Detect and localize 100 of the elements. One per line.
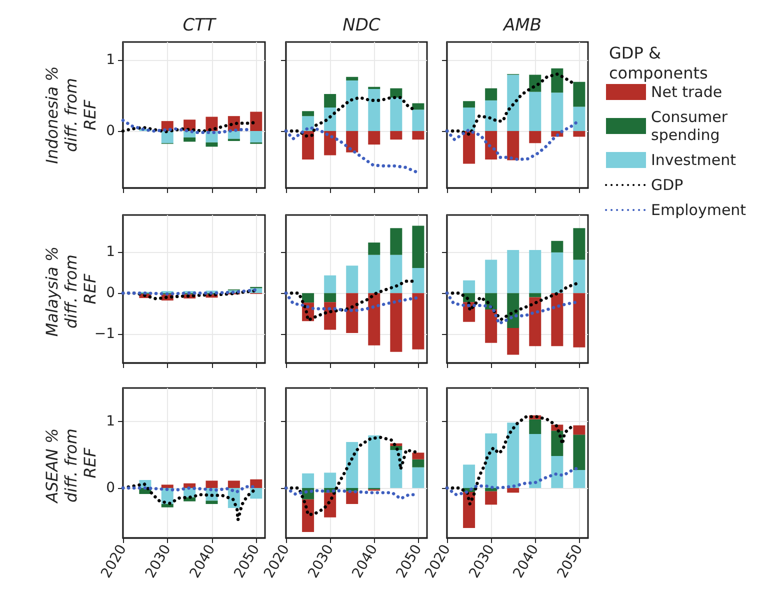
bar: [529, 250, 542, 294]
bar: [250, 479, 262, 488]
bar: [485, 100, 498, 132]
y-tick-label: 1: [106, 244, 115, 260]
bar: [184, 137, 196, 142]
bar: [485, 260, 498, 294]
bar: [368, 86, 380, 90]
bar: [206, 500, 218, 504]
bar: [507, 250, 520, 294]
bar: [507, 131, 520, 160]
bar: [412, 459, 424, 468]
bar: [302, 111, 314, 116]
bar: [390, 450, 402, 488]
bar: [206, 480, 218, 488]
bar: [551, 92, 564, 132]
bar: [346, 442, 358, 488]
bar: [250, 131, 262, 142]
bar: [324, 108, 336, 132]
legend-title: GDP & components: [609, 44, 708, 82]
bar: [573, 131, 586, 137]
bar: [412, 452, 424, 460]
y-tick-label: 0: [106, 285, 115, 302]
bar: [206, 142, 218, 147]
bar: [368, 254, 380, 294]
bar: [368, 131, 380, 145]
bar: [507, 74, 520, 132]
bar: [507, 422, 520, 488]
bar: [161, 484, 174, 488]
bar: [485, 491, 498, 505]
bar: [302, 131, 314, 160]
bar: [529, 131, 542, 144]
chart-title: AMB: [502, 16, 542, 36]
legend-label: Net trade: [651, 83, 722, 101]
bar: [551, 240, 564, 252]
bar: [485, 131, 498, 160]
bar: [412, 226, 424, 268]
bar: [573, 82, 586, 107]
bar: [551, 456, 564, 488]
bar: [551, 430, 564, 456]
legend-label: Investment: [651, 151, 736, 169]
bar: [529, 419, 542, 434]
bar: [390, 228, 402, 255]
bar: [346, 293, 358, 333]
bar: [573, 434, 586, 470]
bar: [390, 98, 402, 132]
bar: [507, 328, 520, 355]
y-tick-label: 0: [106, 480, 115, 496]
y-tick-label: 0: [106, 123, 115, 140]
bar: [573, 425, 586, 435]
bar: [463, 131, 476, 164]
bar: [324, 275, 336, 294]
bar: [390, 131, 402, 140]
bar: [551, 68, 564, 93]
bar: [463, 101, 476, 108]
bar: [573, 106, 586, 132]
bar: [463, 492, 476, 528]
bar: [412, 467, 424, 488]
bar: [412, 131, 424, 140]
bar: [228, 480, 240, 488]
bar: [507, 293, 520, 328]
bar: [161, 504, 174, 508]
legend-label: GDP: [651, 176, 684, 194]
bar: [412, 110, 424, 132]
bar: [463, 280, 476, 294]
bar: [302, 499, 314, 532]
bar: [463, 108, 476, 132]
chart-title: NDC: [342, 16, 380, 36]
y-tick-label: 1: [106, 52, 115, 68]
y-axis-title: Indonesia % diff. from REF: [42, 66, 100, 164]
bar: [573, 228, 586, 260]
bar: [573, 470, 586, 488]
bar: [551, 293, 564, 346]
legend-label: Employment: [651, 201, 746, 219]
chart-title: CTT: [182, 16, 217, 36]
bar: [346, 76, 358, 80]
bar: [529, 92, 542, 132]
bar: [412, 103, 424, 110]
bar: [485, 310, 498, 343]
bar: [346, 491, 358, 504]
bar: [485, 488, 498, 492]
bar: [463, 464, 476, 488]
bar: [324, 94, 336, 108]
bar: [529, 297, 542, 346]
bar: [324, 472, 336, 488]
bar: [390, 254, 402, 294]
bar: [250, 112, 262, 132]
bar: [573, 260, 586, 294]
bar: [412, 293, 424, 350]
bar: [302, 293, 314, 303]
bar: [368, 293, 380, 346]
y-tick-label: 1: [106, 413, 115, 430]
bar: [368, 89, 380, 132]
bar: [161, 131, 174, 144]
y-axis-title: ASEAN % diff. from REF: [42, 423, 100, 504]
bar: [390, 88, 402, 98]
bar: [302, 473, 314, 488]
bar: [324, 293, 336, 302]
bar: [485, 433, 498, 488]
bar: [324, 131, 336, 156]
bar: [368, 435, 380, 488]
